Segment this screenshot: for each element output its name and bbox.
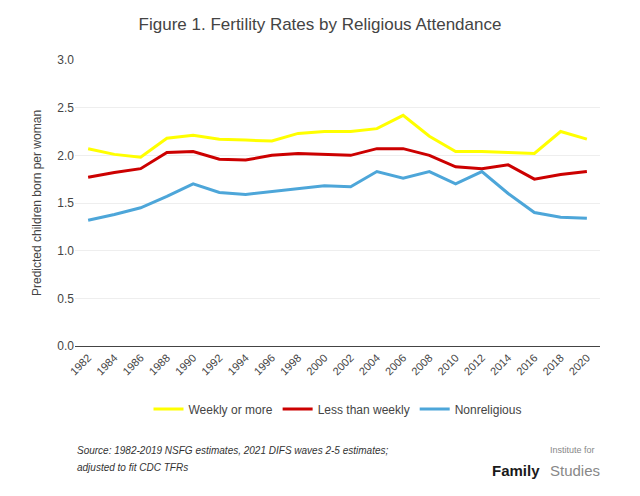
svg-text:2.0: 2.0	[57, 149, 74, 163]
svg-text:adjusted to fit CDC TFRs: adjusted to fit CDC TFRs	[77, 462, 188, 473]
svg-text:Source: 1982-2019 NSFG estimat: Source: 1982-2019 NSFG estimates, 2021 D…	[77, 445, 388, 456]
svg-text:2008: 2008	[409, 352, 435, 378]
svg-text:Family: Family	[492, 462, 540, 479]
svg-text:Less than weekly: Less than weekly	[318, 403, 410, 417]
svg-text:1994: 1994	[225, 352, 251, 378]
svg-text:2012: 2012	[461, 352, 487, 378]
svg-text:2.5: 2.5	[57, 101, 74, 115]
svg-text:Figure 1. Fertility Rates by R: Figure 1. Fertility Rates by Religious A…	[139, 15, 502, 34]
svg-text:1988: 1988	[146, 352, 172, 378]
svg-text:1986: 1986	[120, 352, 146, 378]
svg-text:1990: 1990	[173, 352, 199, 378]
svg-text:1992: 1992	[199, 352, 225, 378]
svg-text:1996: 1996	[251, 352, 277, 378]
svg-text:2010: 2010	[435, 352, 461, 378]
svg-text:1.0: 1.0	[57, 244, 74, 258]
svg-text:1982: 1982	[68, 352, 94, 378]
svg-text:0.5: 0.5	[57, 292, 74, 306]
svg-text:1984: 1984	[94, 352, 120, 378]
svg-text:2020: 2020	[566, 352, 592, 378]
svg-text:2000: 2000	[304, 352, 330, 378]
svg-text:2016: 2016	[514, 352, 540, 378]
svg-text:1.5: 1.5	[57, 196, 74, 210]
svg-text:Predicted children born per wo: Predicted children born per woman	[30, 110, 44, 296]
svg-text:1998: 1998	[278, 352, 304, 378]
svg-text:2018: 2018	[540, 352, 566, 378]
svg-text:2006: 2006	[383, 352, 409, 378]
svg-text:2002: 2002	[330, 352, 356, 378]
svg-text:3.0: 3.0	[57, 53, 74, 67]
svg-text:0.0: 0.0	[57, 339, 74, 353]
svg-text:2014: 2014	[488, 352, 514, 378]
svg-text:Studies: Studies	[550, 462, 600, 479]
svg-text:Weekly or more: Weekly or more	[189, 403, 273, 417]
svg-text:Nonreligious: Nonreligious	[455, 403, 522, 417]
svg-text:2004: 2004	[356, 352, 382, 378]
svg-text:Institute for: Institute for	[550, 445, 595, 455]
